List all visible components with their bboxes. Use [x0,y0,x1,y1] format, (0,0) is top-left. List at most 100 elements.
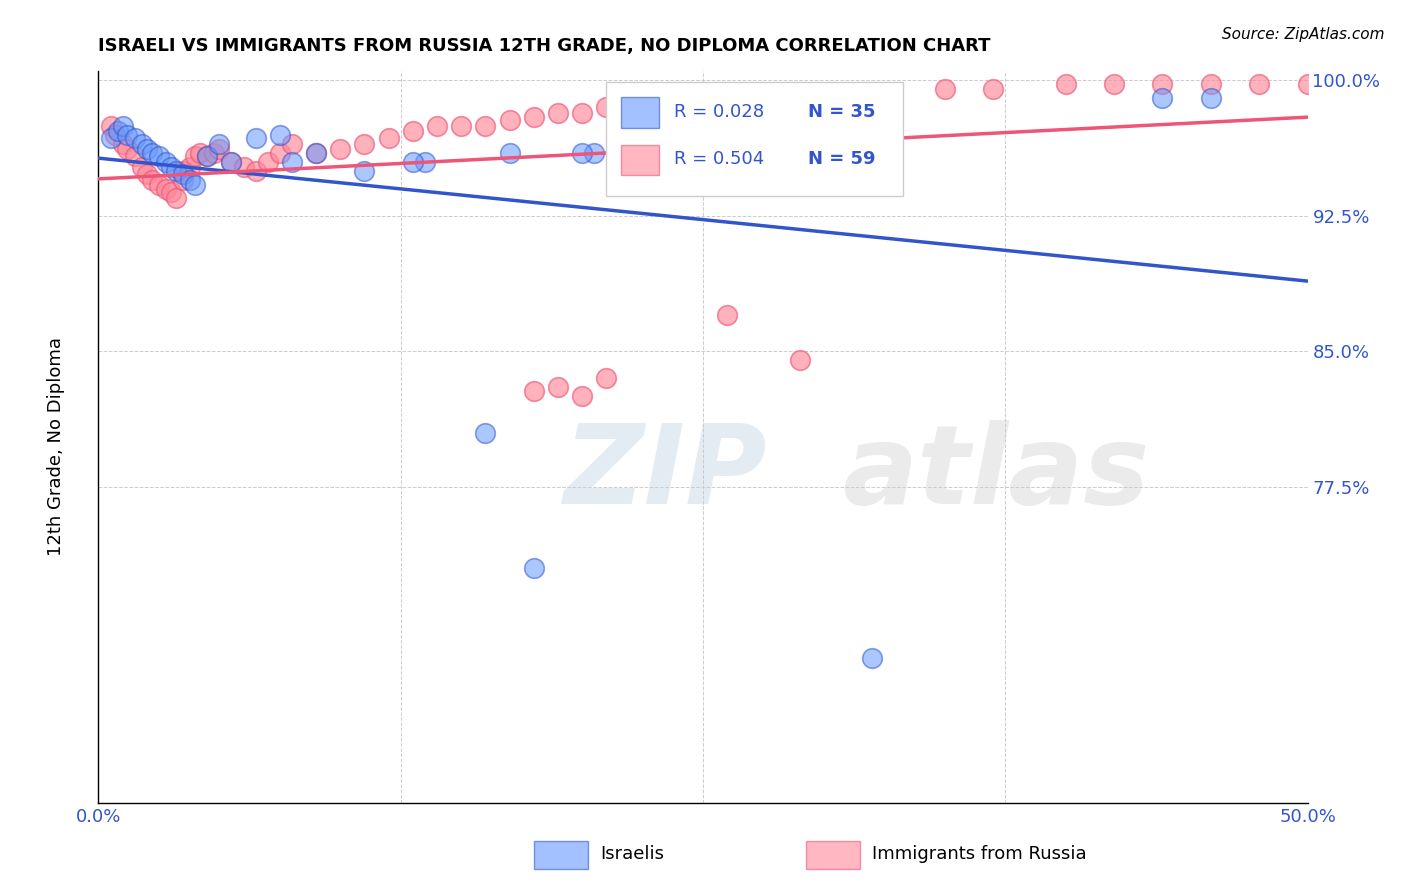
Point [402,154,425,169]
Point [523,384,546,398]
Point [498,113,520,128]
FancyBboxPatch shape [621,145,659,175]
Point [111,119,134,133]
Point [160,186,183,200]
Point [221,154,243,169]
Point [100,131,122,145]
Point [245,163,267,178]
Point [595,100,617,114]
Point [117,128,139,142]
Point [179,172,201,186]
Point [117,142,139,156]
Point [571,389,593,403]
Point [148,178,170,193]
Point [813,87,835,102]
Point [426,119,449,133]
Point [619,100,641,114]
Point [135,142,157,156]
Point [981,82,1004,96]
Point [107,124,129,138]
Point [789,353,811,368]
Point [329,142,352,156]
FancyBboxPatch shape [606,82,903,195]
Point [111,136,134,151]
Point [1199,91,1222,105]
Point [148,149,170,163]
Point [571,106,593,120]
FancyBboxPatch shape [806,841,860,869]
Point [413,154,436,169]
Point [131,160,153,174]
FancyBboxPatch shape [534,841,588,869]
Text: ISRAELI VS IMMIGRANTS FROM RUSSIA 12TH GRADE, NO DIPLOMA CORRELATION CHART: ISRAELI VS IMMIGRANTS FROM RUSSIA 12TH G… [98,37,991,54]
Point [131,136,153,151]
Text: N = 35: N = 35 [808,103,876,120]
Point [1249,77,1271,91]
Point [353,163,375,178]
Text: Immigrants from Russia: Immigrants from Russia [872,845,1087,863]
Point [474,119,496,133]
Text: R = 0.504: R = 0.504 [673,150,765,168]
Point [165,191,187,205]
Point [155,182,177,196]
FancyBboxPatch shape [621,97,659,128]
Point [195,149,218,163]
Point [155,154,177,169]
Point [668,95,690,109]
Point [208,136,231,151]
Point [450,119,472,133]
Point [1152,77,1174,91]
Point [1296,77,1319,91]
Point [1102,77,1125,91]
Point [740,145,762,160]
Point [160,160,183,174]
Point [104,128,127,142]
Point [860,651,883,665]
Point [523,561,546,575]
Point [124,131,146,145]
Point [204,145,226,160]
Point [716,308,738,322]
Point [100,119,122,133]
Point [571,145,593,160]
Point [184,178,207,193]
Point [221,154,243,169]
Text: Israelis: Israelis [600,845,664,863]
Point [716,95,738,109]
Point [523,110,546,124]
Point [269,128,291,142]
Point [1152,91,1174,105]
Point [281,154,304,169]
Point [141,172,163,186]
Point [172,172,194,186]
Point [172,167,194,181]
Point [165,163,187,178]
Text: N = 59: N = 59 [808,150,876,168]
Text: atlas: atlas [842,420,1150,527]
Point [765,91,787,105]
Point [269,145,291,160]
Text: R = 0.028: R = 0.028 [673,103,763,120]
Point [184,149,207,163]
Text: Source: ZipAtlas.com: Source: ZipAtlas.com [1222,27,1385,42]
Text: 12th Grade, No Diploma: 12th Grade, No Diploma [48,336,65,556]
Point [305,145,328,160]
Point [619,145,641,160]
Point [245,131,267,145]
Point [179,160,201,174]
Point [547,380,569,394]
Point [547,106,569,120]
Point [135,167,157,181]
Point [595,371,617,385]
Point [860,87,883,102]
Point [281,136,304,151]
Point [402,124,425,138]
Point [172,163,194,178]
Point [474,425,496,440]
Point [124,149,146,163]
Point [353,136,375,151]
Point [208,142,231,156]
Point [377,131,399,145]
Point [195,149,218,163]
Point [1199,77,1222,91]
